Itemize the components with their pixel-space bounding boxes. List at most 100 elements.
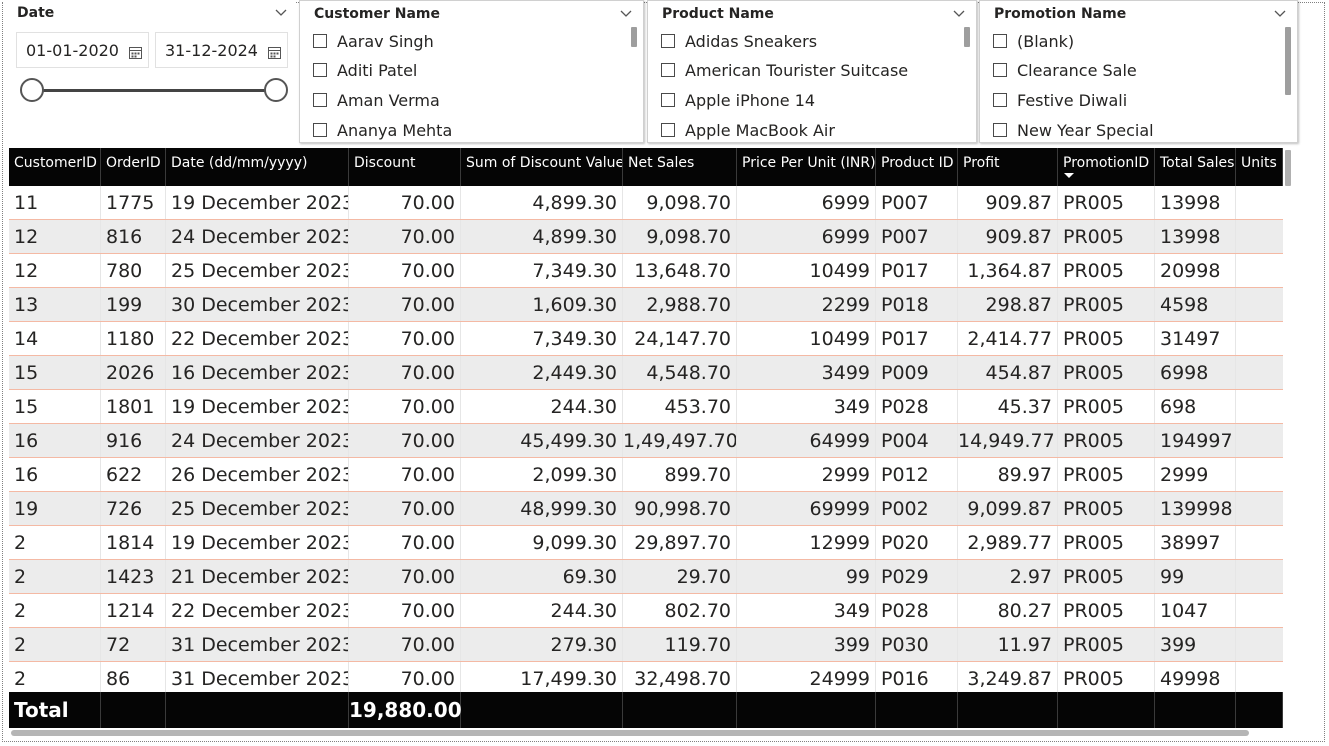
table-header: CustomerID OrderID Date (dd/mm/yyyy) Discou… [9, 148, 1283, 186]
table-cell: 909.87 [958, 220, 1058, 253]
column-header[interactable]: PromotionID [1058, 148, 1155, 186]
date-slicer-title: Date [17, 5, 55, 21]
table-cell: PR005 [1058, 186, 1155, 219]
checkbox[interactable] [661, 123, 675, 137]
table-row[interactable]: 12 780 25 December 2023 70.00 7,349.30 13,648… [9, 254, 1283, 288]
table-cell: 4,548.70 [623, 356, 737, 389]
chevron-down-icon[interactable] [618, 5, 634, 21]
table-row[interactable]: 2 86 31 December 2023 70.00 17,499.30 32,498.… [9, 662, 1283, 692]
column-header[interactable]: Product ID [876, 148, 958, 186]
table-cell: 38997 [1155, 526, 1236, 559]
table-cell [1236, 424, 1283, 457]
table-cell: 199 [101, 288, 166, 321]
slicer-item[interactable]: Aarav Singh [313, 30, 434, 52]
column-header[interactable]: Net Sales [623, 148, 737, 186]
column-header[interactable]: Total Sales [1155, 148, 1236, 186]
slicer-item[interactable]: Apple iPhone 14 [661, 89, 815, 111]
table-cell: 1,609.30 [461, 288, 623, 321]
table-cell: P012 [876, 458, 958, 491]
total-cell [166, 692, 349, 728]
checkbox[interactable] [661, 63, 675, 77]
checkbox[interactable] [313, 93, 327, 107]
table-row[interactable]: 2 72 31 December 2023 70.00 279.30 119.70 399 P… [9, 628, 1283, 662]
slicer-item[interactable]: Festive Diwali [993, 89, 1127, 111]
chevron-down-icon[interactable] [951, 5, 967, 21]
promotion-slicer-scrollbar[interactable] [1285, 27, 1291, 95]
table-vertical-scrollbar[interactable] [1285, 150, 1291, 186]
table-cell: 6999 [737, 186, 876, 219]
table-cell: 70.00 [349, 526, 461, 559]
column-header[interactable]: Profit [958, 148, 1058, 186]
customer-slicer-scrollbar[interactable] [631, 27, 637, 47]
date-range-end-handle[interactable] [264, 78, 288, 102]
table-row[interactable]: 11 1775 19 December 2023 70.00 4,899.30 9,098… [9, 186, 1283, 220]
table-row[interactable]: 12 816 24 December 2023 70.00 4,899.30 9,098.… [9, 220, 1283, 254]
slicer-item[interactable]: Aditi Patel [313, 59, 417, 81]
table-cell: 298.87 [958, 288, 1058, 321]
table-cell: 21 December 2023 [166, 560, 349, 593]
slicer-item[interactable]: Clearance Sale [993, 59, 1137, 81]
checkbox[interactable] [993, 34, 1007, 48]
total-cell [623, 692, 737, 728]
column-header[interactable]: Discount [349, 148, 461, 186]
table-row[interactable]: 15 2026 16 December 2023 70.00 2,449.30 4,548… [9, 356, 1283, 390]
column-header[interactable]: Units S [1236, 148, 1283, 186]
total-cell [1155, 692, 1236, 728]
column-header[interactable]: Date (dd/mm/yyyy) [166, 148, 349, 186]
table-row[interactable]: 19 726 25 December 2023 70.00 48,999.30 90,99… [9, 492, 1283, 526]
sort-descending-icon[interactable] [1064, 173, 1074, 178]
checkbox[interactable] [661, 34, 675, 48]
table-cell: 1180 [101, 322, 166, 355]
checkbox[interactable] [313, 34, 327, 48]
checkbox[interactable] [313, 123, 327, 137]
total-cell [958, 692, 1058, 728]
table-cell [1236, 288, 1283, 321]
date-range-start-handle[interactable] [20, 78, 44, 102]
checkbox[interactable] [993, 63, 1007, 77]
product-slicer-scrollbar[interactable] [964, 27, 970, 47]
slicer-item[interactable]: Aman Verma [313, 89, 440, 111]
checkbox[interactable] [661, 93, 675, 107]
table-cell: 25 December 2023 [166, 254, 349, 287]
start-date-input[interactable]: 01-01-2020 [16, 32, 149, 68]
table-cell: P002 [876, 492, 958, 525]
table-row[interactable]: 2 1214 22 December 2023 70.00 244.30 802.70 34… [9, 594, 1283, 628]
column-header[interactable]: CustomerID [9, 148, 101, 186]
table-cell: 70.00 [349, 492, 461, 525]
column-header[interactable]: OrderID [101, 148, 166, 186]
checkbox[interactable] [313, 63, 327, 77]
column-header[interactable]: Price Per Unit (INR) [737, 148, 876, 186]
table-row[interactable]: 2 1814 19 December 2023 70.00 9,099.30 29,897… [9, 526, 1283, 560]
table-cell: 349 [737, 594, 876, 627]
table-horizontal-scrollbar[interactable] [11, 730, 1249, 736]
checkbox[interactable] [993, 93, 1007, 107]
table-row[interactable]: 16 916 24 December 2023 70.00 45,499.30 1,49,… [9, 424, 1283, 458]
table-cell: 16 December 2023 [166, 356, 349, 389]
slicer-item[interactable]: New Year Special [993, 119, 1154, 141]
table-cell: 29.70 [623, 560, 737, 593]
table-row[interactable]: 14 1180 22 December 2023 70.00 7,349.30 24,14… [9, 322, 1283, 356]
chevron-down-icon[interactable] [273, 4, 289, 20]
checkbox[interactable] [993, 123, 1007, 137]
slicer-item[interactable]: (Blank) [993, 30, 1074, 52]
end-date-input[interactable]: 31-12-2024 [155, 32, 288, 68]
slicer-item[interactable]: Ananya Mehta [313, 119, 452, 141]
table-cell: 45,499.30 [461, 424, 623, 457]
calendar-icon[interactable] [268, 44, 281, 59]
calendar-icon[interactable] [129, 44, 142, 59]
table-cell: 86 [101, 662, 166, 692]
table-cell: 29,897.70 [623, 526, 737, 559]
slicer-item[interactable]: American Tourister Suitcase [661, 59, 908, 81]
table-row[interactable]: 15 1801 19 December 2023 70.00 244.30 453.70 3… [9, 390, 1283, 424]
column-header[interactable]: Sum of Discount Value [461, 148, 623, 186]
table-cell: 24 December 2023 [166, 424, 349, 457]
table-cell: 3499 [737, 356, 876, 389]
slicer-item[interactable]: Apple MacBook Air [661, 119, 835, 141]
total-cell [101, 692, 166, 728]
table-cell: 12 [9, 254, 101, 287]
table-row[interactable]: 2 1423 21 December 2023 70.00 69.30 29.70 99 P0… [9, 560, 1283, 594]
table-row[interactable]: 16 622 26 December 2023 70.00 2,099.30 899.70… [9, 458, 1283, 492]
slicer-item[interactable]: Adidas Sneakers [661, 30, 817, 52]
chevron-down-icon[interactable] [1272, 5, 1288, 21]
table-row[interactable]: 13 199 30 December 2023 70.00 1,609.30 2,988.… [9, 288, 1283, 322]
